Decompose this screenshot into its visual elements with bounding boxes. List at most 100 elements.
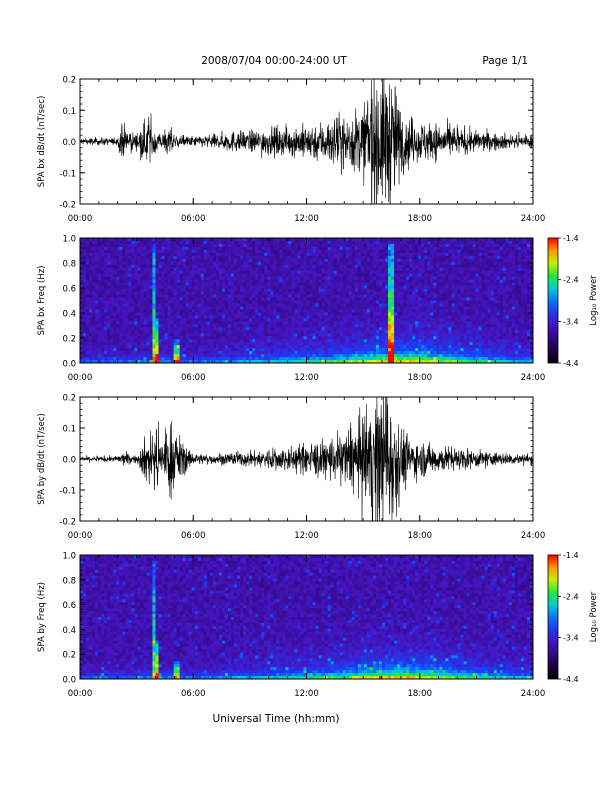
- spectrogram-cell: [209, 336, 214, 340]
- spectrogram-cell: [92, 312, 96, 316]
- spectrogram-cell: [80, 264, 84, 269]
- spectrogram-cell: [348, 342, 353, 346]
- spectrogram-cell: [246, 309, 250, 313]
- spectrogram-cell: [206, 252, 211, 257]
- spectrogram-cell: [409, 324, 413, 328]
- spectrogram-cell: [300, 345, 304, 349]
- spectrogram-cell: [342, 339, 347, 343]
- spectrogram-cell: [288, 294, 292, 298]
- spectrogram-cell: [306, 339, 310, 343]
- spectrogram-cell: [215, 357, 220, 361]
- spectrogram-cell: [173, 357, 178, 361]
- spectrogram-cell: [243, 300, 247, 304]
- spectrogram-cell: [110, 339, 114, 343]
- spectrogram-cell: [406, 318, 410, 322]
- spectrogram-cell: [243, 297, 247, 301]
- spectrogram-cell: [164, 300, 168, 304]
- spectrogram-cell: [394, 258, 398, 263]
- spectrogram-cell: [273, 333, 277, 337]
- spectrogram-cell: [167, 330, 171, 334]
- spectrogram-cell: [339, 246, 344, 251]
- spectrogram-cell: [240, 345, 244, 349]
- spectrogram-cell: [252, 336, 256, 340]
- spectrogram-cell: [351, 327, 356, 331]
- spectrogram-cell: [149, 261, 153, 266]
- spectrogram-cell: [161, 252, 165, 257]
- spectrogram-cell: [312, 348, 316, 352]
- spectrogram-cell: [394, 354, 398, 358]
- spectrogram-cell: [206, 300, 211, 304]
- spectrogram-cell: [421, 303, 425, 307]
- spectrogram-cell: [406, 294, 410, 298]
- spectrogram-cell: [113, 354, 117, 358]
- spectrogram-cell: [427, 303, 431, 307]
- spectrogram-cell: [406, 249, 410, 254]
- spectrogram-cell: [415, 261, 419, 266]
- spectrogram-cell: [264, 285, 268, 289]
- spectrogram-cell: [409, 288, 413, 292]
- spectrogram-cell: [285, 282, 289, 287]
- spectrogram-cell: [397, 243, 401, 248]
- spectrogram-cell: [276, 342, 280, 346]
- spectrogram-cell: [394, 267, 398, 272]
- spectrogram-cell: [197, 300, 202, 304]
- spectrogram-cell: [318, 354, 322, 358]
- spectrogram-cell: [300, 240, 304, 245]
- spectrogram-cell: [206, 238, 211, 242]
- spectrogram-cell: [170, 303, 175, 307]
- spectrogram-cell: [188, 309, 193, 313]
- spectrogram-cell: [179, 243, 184, 248]
- spectrogram-cell: [125, 354, 129, 358]
- spectrogram-cell: [382, 279, 386, 284]
- spectrogram-cell: [128, 267, 132, 272]
- spectrogram-cell: [209, 276, 214, 281]
- spectrogram-cell: [345, 315, 350, 319]
- spectrogram-cell: [279, 249, 283, 254]
- spectrogram-cell: [113, 318, 117, 322]
- spectrogram-cell: [83, 249, 87, 254]
- spectrogram-cell: [261, 279, 265, 284]
- spectrogram-cell: [309, 264, 313, 269]
- spectrogram-cell: [209, 273, 214, 278]
- spectrogram-cell: [345, 357, 350, 361]
- spectrogram-cell: [101, 339, 105, 343]
- spectrogram-cell: [86, 282, 90, 287]
- spectrogram-cell: [264, 252, 268, 257]
- spectrogram-cell: [224, 261, 229, 266]
- spectrogram-cell: [167, 327, 171, 331]
- spectrogram-cell: [306, 327, 310, 331]
- spectrogram-cell: [252, 288, 256, 292]
- spectrogram-cell: [107, 336, 111, 340]
- spectrogram-cell: [231, 294, 235, 298]
- spectrogram-cell: [125, 261, 129, 266]
- spectrogram-cell: [288, 360, 292, 364]
- spectrogram-cell: [315, 255, 319, 260]
- spectrogram-cell: [221, 264, 226, 269]
- spectrogram-cell: [261, 285, 265, 289]
- spectrogram-cell: [110, 315, 114, 319]
- spectrogram-cell: [176, 306, 181, 310]
- spectrogram-cell: [158, 288, 162, 292]
- spectrogram-cell: [197, 273, 202, 278]
- spectrogram-cell: [375, 267, 380, 272]
- spectrogram-cell: [400, 339, 404, 343]
- spectrogram-cell: [212, 240, 217, 245]
- spectrogram-cell: [194, 312, 199, 316]
- page-number: Page 1/1: [482, 55, 528, 67]
- spectrogram-cell: [170, 291, 175, 295]
- spectrogram-cell: [318, 300, 322, 304]
- spectrogram-cell: [98, 297, 102, 301]
- spectrogram-cell: [403, 279, 407, 284]
- spectrogram-cell: [385, 327, 389, 331]
- spectrogram-cell: [378, 270, 383, 275]
- spectrogram-cell: [406, 252, 410, 257]
- spectrogram-cell: [197, 276, 202, 281]
- spectrogram-cell: [137, 312, 141, 316]
- spectrogram-cell: [86, 348, 90, 352]
- spectrogram-cell: [357, 267, 362, 272]
- spectrogram-cell: [406, 324, 410, 328]
- spectrogram-cell: [412, 238, 416, 242]
- spectrogram-cell: [412, 249, 416, 254]
- spectrogram-cell: [324, 264, 329, 269]
- spectrogram-cell: [182, 327, 187, 331]
